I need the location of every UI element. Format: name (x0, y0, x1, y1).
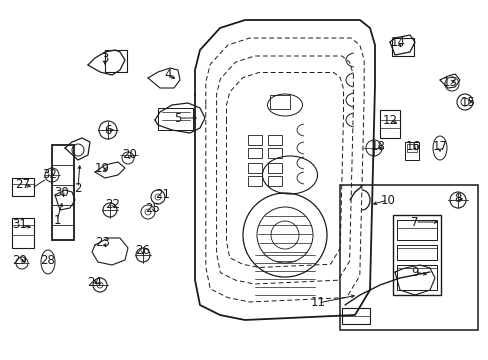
Text: 18: 18 (370, 140, 385, 153)
Bar (12, 218, 34, 248)
Text: 32: 32 (42, 168, 57, 181)
Bar (12, 178, 34, 196)
Text: 30: 30 (55, 185, 69, 198)
Bar (341, 308, 369, 324)
Text: 24: 24 (87, 275, 102, 288)
Bar (396, 245, 436, 260)
Text: 9: 9 (410, 266, 418, 279)
Bar (158, 108, 193, 130)
Text: 5: 5 (174, 112, 182, 125)
Bar (247, 135, 262, 145)
Text: 7: 7 (410, 216, 418, 229)
Text: 20: 20 (122, 148, 137, 162)
Text: 21: 21 (155, 189, 170, 202)
Bar (391, 38, 413, 56)
Text: 10: 10 (380, 194, 395, 207)
Text: 2: 2 (74, 181, 81, 194)
Bar (52, 145, 74, 240)
Bar (267, 176, 282, 186)
Text: 6: 6 (104, 123, 112, 136)
Text: 23: 23 (95, 235, 110, 248)
Text: 17: 17 (431, 140, 447, 153)
Text: 15: 15 (460, 95, 474, 108)
Bar (269, 95, 289, 109)
Bar (404, 142, 418, 160)
Text: 26: 26 (135, 243, 150, 256)
Text: 3: 3 (101, 51, 108, 64)
Text: 8: 8 (453, 192, 461, 204)
Bar (396, 265, 436, 290)
Text: 14: 14 (390, 36, 405, 49)
Bar (267, 163, 282, 173)
Bar (267, 148, 282, 158)
Bar (247, 163, 262, 173)
Bar (339, 185, 477, 330)
Bar (105, 50, 127, 72)
Text: 12: 12 (382, 113, 397, 126)
Bar (379, 110, 399, 138)
Text: 22: 22 (105, 198, 120, 211)
Bar (396, 220, 436, 240)
Text: 28: 28 (41, 253, 55, 266)
Text: 16: 16 (405, 140, 420, 153)
Text: 31: 31 (13, 219, 27, 231)
Text: 27: 27 (16, 179, 30, 192)
Text: 29: 29 (13, 253, 27, 266)
Bar (247, 176, 262, 186)
Bar (406, 144, 416, 152)
Bar (247, 148, 262, 158)
Bar (392, 215, 440, 295)
Text: 4: 4 (164, 68, 171, 81)
Text: 11: 11 (310, 297, 325, 310)
Text: 25: 25 (145, 202, 160, 215)
Text: 19: 19 (94, 162, 109, 175)
Text: 13: 13 (442, 76, 456, 89)
Text: 1: 1 (53, 213, 61, 226)
Bar (267, 135, 282, 145)
